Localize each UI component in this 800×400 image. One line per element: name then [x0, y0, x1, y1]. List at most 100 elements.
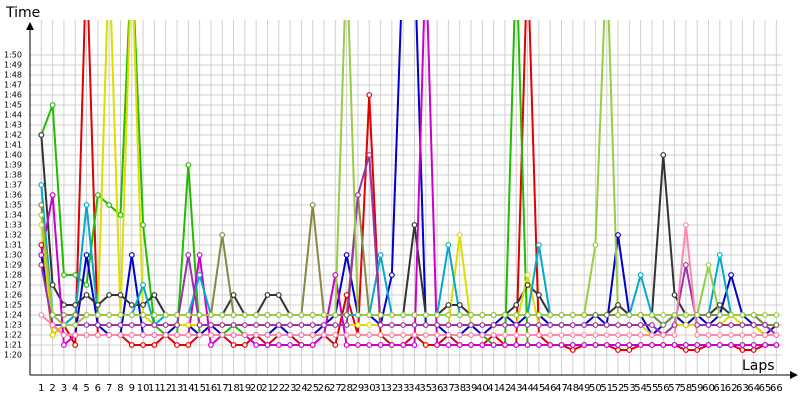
- point: [615, 332, 621, 338]
- point: [321, 332, 327, 338]
- point: [196, 252, 203, 258]
- point: [332, 272, 339, 278]
- point: [38, 252, 45, 258]
- y-tick-label: 1:25: [4, 301, 22, 310]
- point: [38, 242, 45, 248]
- y-tick-label: 1:29: [4, 261, 22, 270]
- point: [287, 322, 293, 328]
- point: [355, 192, 361, 198]
- point: [637, 332, 644, 338]
- point: [728, 312, 735, 318]
- point: [422, 312, 429, 318]
- point: [343, 342, 350, 348]
- point: [592, 322, 599, 328]
- point: [581, 332, 588, 338]
- point: [479, 332, 486, 338]
- point: [106, 292, 113, 298]
- point: [434, 332, 440, 338]
- point: [468, 312, 474, 318]
- point: [558, 322, 565, 328]
- point: [355, 312, 361, 318]
- point: [750, 332, 757, 338]
- point: [140, 322, 146, 328]
- point: [94, 322, 101, 328]
- point: [275, 342, 282, 348]
- x-tick-label: 4: [72, 383, 78, 394]
- point: [615, 347, 621, 353]
- series-line: [40, 20, 777, 346]
- x-tick-label: 24: [295, 383, 308, 394]
- point: [513, 322, 520, 328]
- point: [94, 192, 101, 198]
- point: [377, 332, 384, 338]
- x-tick-label: 60: [702, 383, 715, 394]
- x-tick-label: 35: [419, 383, 432, 394]
- point: [615, 232, 621, 238]
- point: [128, 312, 135, 318]
- x-tick-label: 6: [95, 383, 101, 394]
- point: [253, 312, 260, 318]
- point: [671, 332, 678, 338]
- point: [445, 342, 452, 348]
- point: [411, 312, 418, 318]
- y-tick-label: 1:23: [4, 321, 22, 330]
- point: [174, 332, 180, 338]
- point: [174, 312, 180, 318]
- point: [94, 302, 101, 308]
- point: [547, 322, 554, 328]
- point: [490, 342, 497, 348]
- point: [490, 332, 497, 338]
- x-tick-label: 42: [499, 383, 512, 394]
- x-tick-label: 38: [453, 383, 466, 394]
- point: [626, 342, 633, 348]
- series-line: [40, 134, 777, 326]
- point: [547, 332, 554, 338]
- x-tick-label: 34: [408, 383, 421, 394]
- point: [162, 312, 169, 318]
- x-tick-label: 3: [61, 383, 67, 394]
- y-tick-label: 1:45: [4, 101, 22, 110]
- point: [128, 342, 135, 348]
- x-tick-label: 8: [117, 383, 123, 394]
- point: [705, 262, 712, 268]
- point: [716, 302, 723, 308]
- x-tick-label: 47: [555, 383, 568, 394]
- y-tick-label: 1:28: [4, 271, 22, 280]
- x-tick-label: 26: [318, 383, 331, 394]
- point: [603, 312, 610, 318]
- point: [219, 322, 226, 328]
- point: [106, 202, 113, 208]
- point: [343, 322, 350, 328]
- y-tick-label: 1:39: [4, 161, 22, 170]
- point: [140, 342, 146, 348]
- x-tick-label: 19: [238, 383, 251, 394]
- labels: 1:201:211:221:231:241:251:261:271:281:29…: [4, 51, 783, 395]
- x-tick-label: 23: [284, 383, 297, 394]
- point: [694, 342, 701, 348]
- point: [355, 342, 361, 348]
- point: [287, 312, 293, 318]
- point: [83, 332, 90, 338]
- point: [219, 312, 226, 318]
- point: [411, 342, 418, 348]
- point: [49, 102, 56, 108]
- point: [208, 332, 214, 338]
- point: [592, 242, 599, 248]
- point: [479, 312, 486, 318]
- point: [241, 342, 248, 348]
- point: [151, 312, 158, 318]
- x-tick-label: 16: [205, 383, 218, 394]
- point: [502, 322, 508, 328]
- x-tick-label: 25: [306, 383, 319, 394]
- x-tick-label: 11: [148, 383, 161, 394]
- point: [649, 332, 655, 338]
- point: [208, 322, 214, 328]
- point: [626, 347, 633, 353]
- point: [355, 322, 361, 328]
- point: [400, 322, 407, 328]
- point: [535, 342, 542, 348]
- point: [694, 312, 701, 318]
- point: [456, 302, 463, 308]
- point: [72, 332, 79, 338]
- point: [38, 212, 45, 218]
